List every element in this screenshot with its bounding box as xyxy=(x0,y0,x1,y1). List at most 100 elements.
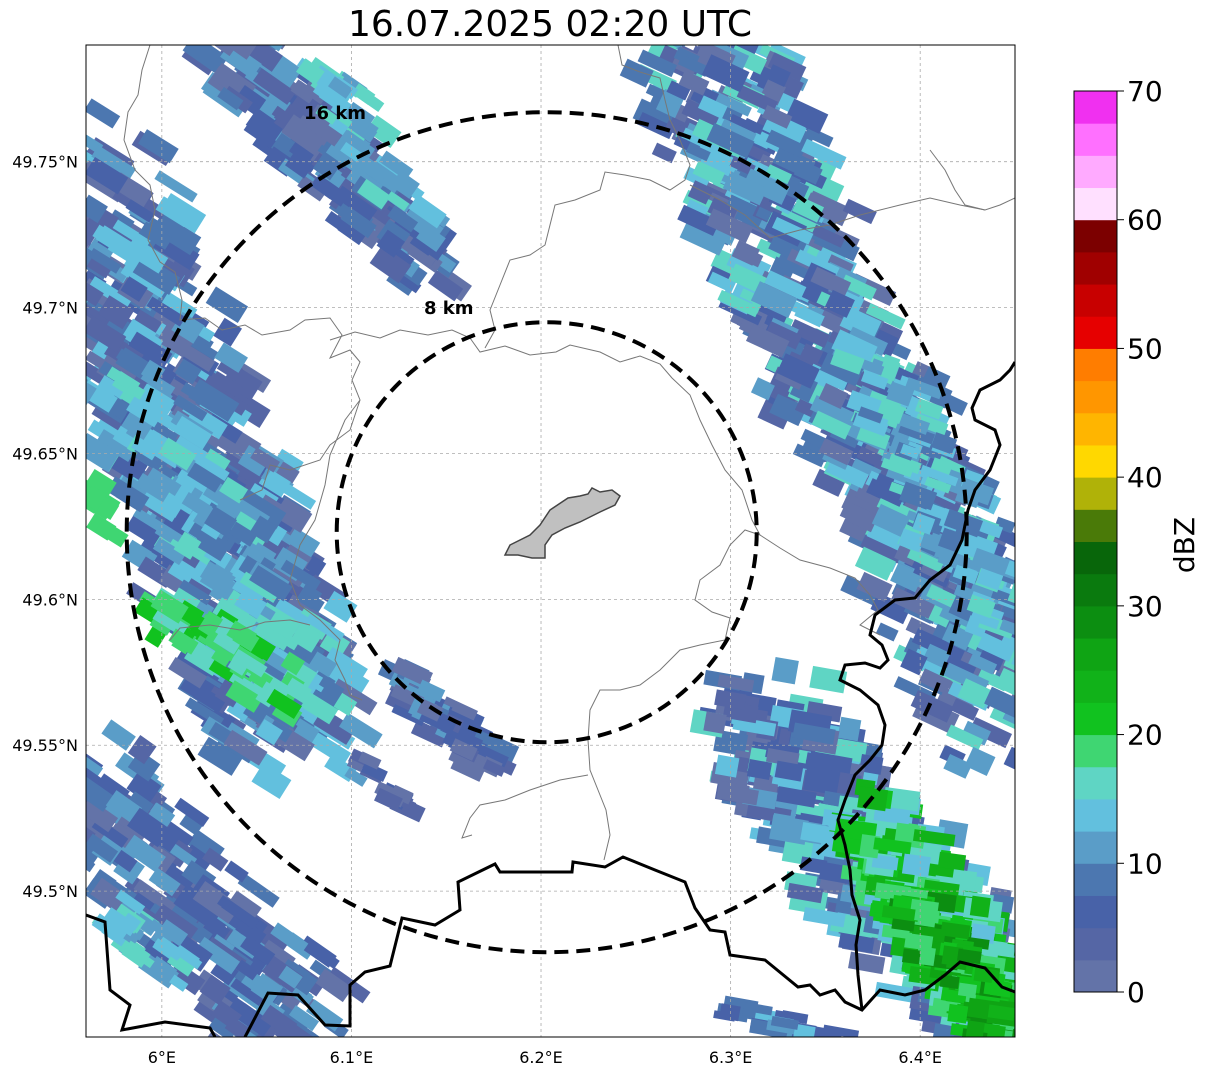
echo-cell xyxy=(1016,995,1052,1020)
echo-cell xyxy=(708,89,752,117)
echo-cell xyxy=(390,170,420,199)
echo-cell xyxy=(168,628,199,655)
echo-cell xyxy=(305,940,340,970)
echo-cell xyxy=(103,907,138,937)
echo-cell xyxy=(250,447,281,473)
echo-cell xyxy=(1019,1043,1038,1064)
echo-cell xyxy=(232,626,260,652)
echo-cell xyxy=(167,557,197,585)
lat-tick-label: 49.7°N xyxy=(22,299,78,318)
echo-cell xyxy=(989,979,1012,998)
echo-cell xyxy=(1032,989,1071,1012)
echo-cell xyxy=(305,999,344,1032)
echo-cell xyxy=(255,681,280,708)
colorbar-swatch xyxy=(1074,509,1117,542)
echo-cell xyxy=(199,561,236,594)
echo-cell xyxy=(703,711,727,734)
echo-cell xyxy=(311,174,349,207)
echo-cell xyxy=(771,216,814,245)
echo-cell xyxy=(260,1004,298,1037)
echo-cell xyxy=(280,651,306,676)
lon-tick-label: 6°E xyxy=(148,1048,176,1067)
echo-cell xyxy=(225,680,264,713)
echo-cell xyxy=(686,0,725,22)
echo-cell xyxy=(939,392,968,416)
echo-cell xyxy=(178,579,212,606)
echo-cell xyxy=(252,68,297,105)
echo-cell xyxy=(1035,1023,1074,1053)
echo-cell xyxy=(152,537,187,566)
echo-cell xyxy=(1032,698,1062,722)
echo-cell xyxy=(677,54,710,77)
echo-cell xyxy=(1011,972,1015,997)
colorbar-swatch xyxy=(1074,573,1117,607)
colorbar-swatch xyxy=(1074,444,1117,478)
echo-cell xyxy=(865,303,906,330)
colorbar-swatch xyxy=(1074,155,1117,189)
echo-cell xyxy=(1013,594,1015,623)
echo-cell xyxy=(852,412,889,437)
colorbar-tick-label: 20 xyxy=(1127,719,1163,752)
echo-cell xyxy=(374,787,403,812)
echo-cell xyxy=(984,686,1015,720)
echo-cell xyxy=(637,49,677,78)
echo-cell xyxy=(1009,682,1015,719)
echo-cell xyxy=(280,559,322,591)
echo-cell xyxy=(295,58,325,86)
echo-cell xyxy=(249,565,293,602)
echo-cell xyxy=(970,611,1000,630)
echo-cell xyxy=(150,589,189,624)
echo-cell xyxy=(898,413,931,435)
echo-cell xyxy=(308,731,352,766)
echo-cell xyxy=(1031,707,1060,729)
echo-cell xyxy=(678,70,710,96)
echo-cell xyxy=(774,760,804,782)
echo-cell xyxy=(946,724,984,751)
echo-cell xyxy=(914,398,944,420)
colorbar: 0 10 20 30 40 50 60 70 dBZ xyxy=(1073,75,1201,1009)
echo-cell xyxy=(29,181,59,207)
echo-cell xyxy=(831,329,878,366)
echo-cell xyxy=(941,945,964,967)
echo-cell xyxy=(822,1024,860,1037)
echo-cell xyxy=(692,9,734,41)
echo-cell xyxy=(764,321,803,350)
echo-cell xyxy=(337,217,369,246)
echo-cell xyxy=(809,665,848,694)
echo-cell xyxy=(168,656,208,689)
echo-cell xyxy=(35,195,66,225)
colorbar-swatch xyxy=(1074,251,1117,285)
echo-cell xyxy=(651,142,677,164)
commune-boundary xyxy=(169,619,311,641)
echo-cell xyxy=(901,948,921,965)
echo-cell xyxy=(870,592,911,625)
echo-cell xyxy=(679,220,728,256)
echo-cell xyxy=(880,457,914,478)
echo-cell xyxy=(964,1042,1005,1061)
echo-cell xyxy=(125,509,169,549)
echo-cell xyxy=(817,310,850,336)
echo-cell xyxy=(86,744,104,779)
echo-cell xyxy=(281,114,327,156)
echo-cell xyxy=(450,750,488,782)
echo-cell xyxy=(210,958,239,986)
echo-cell xyxy=(43,225,81,257)
echo-cell xyxy=(127,807,171,848)
echo-cell xyxy=(765,129,807,158)
echo-cell xyxy=(1031,747,1078,783)
echo-cell xyxy=(886,381,915,407)
echo-cell xyxy=(86,360,89,391)
echo-cell xyxy=(140,486,182,523)
echo-cell xyxy=(55,218,81,241)
echo-cell xyxy=(980,1054,1019,1073)
city-area xyxy=(503,487,621,559)
echo-cell xyxy=(348,117,378,143)
echo-cell xyxy=(86,98,121,129)
echo-cell xyxy=(947,1036,976,1037)
echo-cell xyxy=(918,668,952,694)
echo-cell xyxy=(857,406,884,424)
echo-cell xyxy=(242,1042,281,1073)
echo-cell xyxy=(86,775,115,812)
echo-cell xyxy=(169,974,189,992)
